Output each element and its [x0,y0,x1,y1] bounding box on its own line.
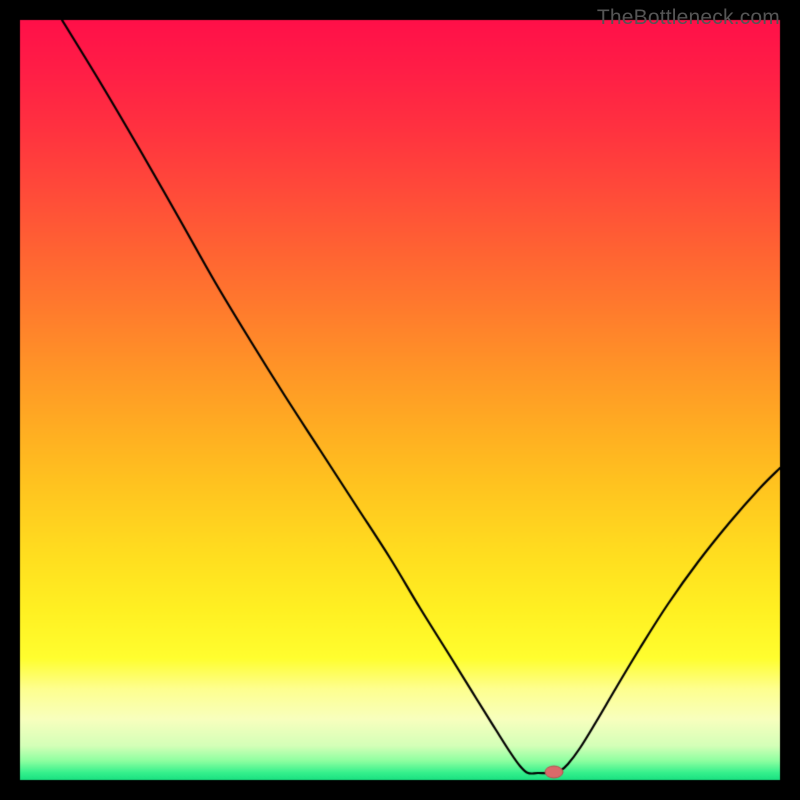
bottleneck-chart-canvas [0,0,800,800]
watermark-text: TheBottleneck.com [597,6,780,30]
